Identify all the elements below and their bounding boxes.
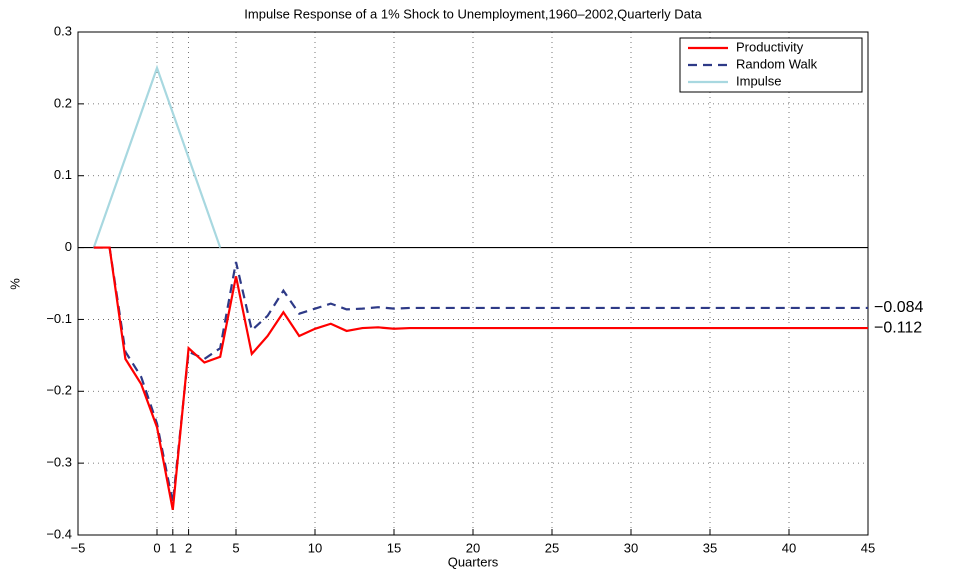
chart-title: Impulse Response of a 1% Shock to Unempl… [244,6,702,21]
x-tick-label: 5 [232,540,239,555]
x-tick-label: 10 [308,540,322,555]
y-tick-label: −0.4 [46,526,72,541]
y-tick-label: 0.2 [54,95,72,110]
annotation: −0.084 [874,299,923,316]
y-tick-label: 0.1 [54,167,72,182]
legend-label: Random Walk [736,56,818,71]
y-tick-label: 0.3 [54,23,72,38]
x-tick-label: 15 [387,540,401,555]
y-tick-label: −0.1 [46,311,72,326]
x-tick-label: 2 [185,540,192,555]
annotation: −0.112 [874,319,922,336]
x-tick-label: 45 [861,540,875,555]
y-tick-label: −0.2 [46,383,72,398]
x-tick-label: 30 [624,540,638,555]
y-tick-label: −0.3 [46,455,72,470]
x-tick-label: 25 [545,540,559,555]
legend-label: Productivity [736,39,804,54]
x-tick-label: 20 [466,540,480,555]
x-axis-label: Quarters [448,554,499,569]
x-tick-label: 40 [782,540,796,555]
x-tick-label: 0 [153,540,160,555]
legend-label: Impulse [736,73,782,88]
series-line [93,246,868,503]
x-tick-label: 35 [703,540,717,555]
plot-frame [77,31,869,536]
x-tick-label: −5 [71,540,86,555]
series-line [93,246,868,511]
series-line [92,64,222,248]
x-tick-label: 1 [169,540,176,555]
y-tick-label: 0 [65,239,72,254]
y-axis-label: % [7,278,22,290]
